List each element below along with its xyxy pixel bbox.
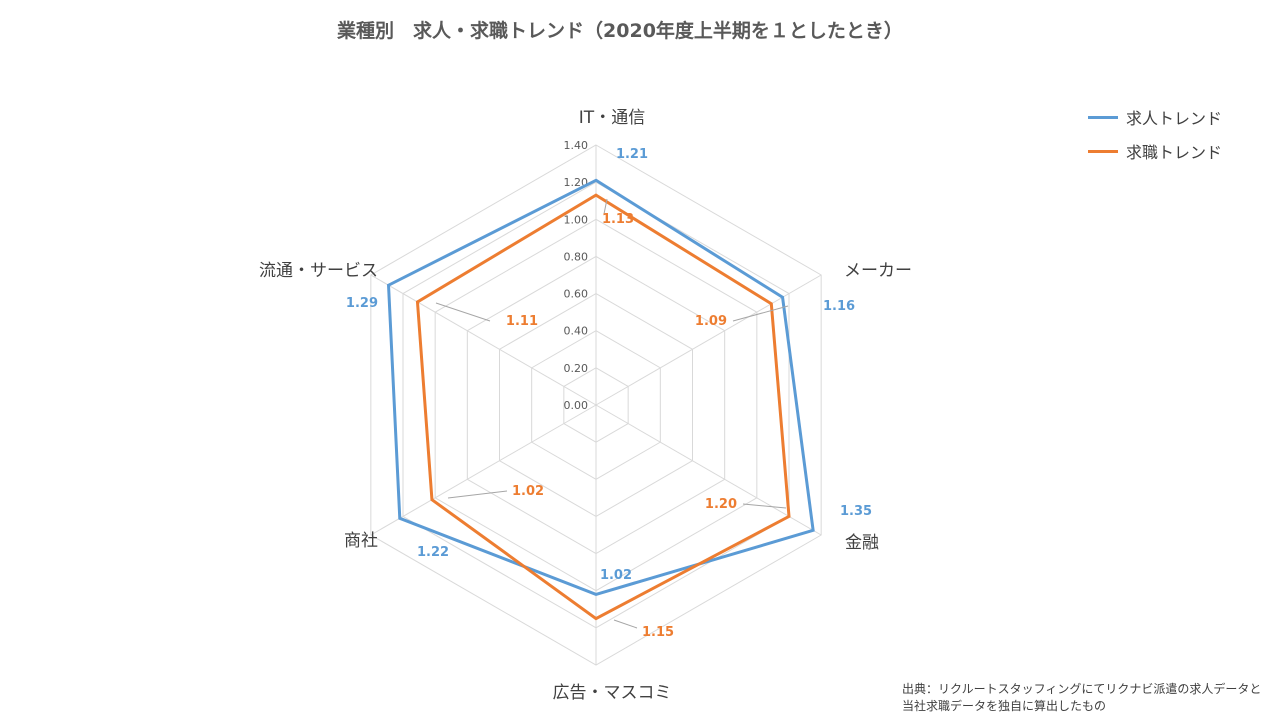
- grid-spoke: [595, 404, 822, 536]
- radial-tick-label: 0.00: [564, 399, 589, 412]
- source-note: 出典：リクルートスタッフィングにてリクナビ派遣の求人データと 当社求職データを独…: [902, 681, 1261, 715]
- chart-title: 業種別 求人・求職トレンド（2020年度上半期を１としたとき）: [337, 20, 903, 42]
- data-label-leader: [447, 490, 508, 499]
- series-lines: [386, 178, 815, 621]
- source-line-1: 出典：リクルートスタッフィングにてリクナビ派遣の求人データと: [902, 682, 1262, 696]
- legend-item-jobseeker[interactable]: 求職トレンド: [1088, 134, 1222, 168]
- radial-tick-label: 0.60: [564, 288, 589, 301]
- category-label: 広告・マスコミ: [553, 683, 672, 703]
- category-label: 商社: [344, 531, 378, 551]
- data-label-leader: [435, 302, 491, 322]
- legend-item-recruit[interactable]: 求人トレンド: [1088, 100, 1222, 134]
- legend-label-recruit: 求人トレンド: [1126, 109, 1223, 128]
- data-label-leader: [742, 503, 787, 509]
- series-recruit-line: [386, 178, 815, 597]
- series-jobseeker-line: [415, 193, 791, 621]
- data-label-jobseeker: 1.15: [642, 625, 674, 640]
- data-label-leader: [603, 198, 608, 215]
- legend: 求人トレンド 求職トレンド: [1088, 100, 1222, 168]
- source-line-2: 当社求職データを独自に算出したもの: [902, 699, 1107, 713]
- data-label-jobseeker: 1.02: [512, 484, 544, 499]
- data-label-recruit: 1.21: [616, 147, 648, 162]
- radar-grid: [370, 144, 822, 666]
- data-label-jobseeker: 1.20: [705, 497, 737, 512]
- radial-tick-label: 1.40: [564, 139, 589, 152]
- legend-swatch-recruit: [1088, 115, 1118, 119]
- radial-tick-labels: 0.000.200.400.600.801.001.201.40: [564, 139, 589, 412]
- legend-swatch-jobseeker: [1088, 149, 1118, 153]
- data-label-leader: [613, 619, 638, 629]
- radial-tick-label: 0.40: [564, 325, 589, 338]
- data-label-recruit: 1.35: [840, 504, 872, 519]
- data-label-leader: [732, 305, 789, 322]
- category-label: 金融: [845, 533, 879, 553]
- data-label-recruit: 1.22: [417, 545, 449, 560]
- legend-label-jobseeker: 求職トレンド: [1126, 143, 1223, 162]
- category-label: IT・通信: [579, 108, 645, 128]
- radial-tick-label: 0.20: [564, 362, 589, 375]
- category-label: 流通・サービス: [259, 261, 378, 281]
- radial-tick-label: 1.00: [564, 213, 589, 226]
- data-label-recruit: 1.02: [600, 568, 632, 583]
- data-label-jobseeker: 1.11: [506, 314, 538, 329]
- data-labels: 1.21 1.16 1.35 1.02 1.22 1.29 1.13 1.09 1.20 1.15…: [346, 147, 872, 640]
- data-label-recruit: 1.29: [346, 296, 378, 311]
- data-label-recruit: 1.16: [823, 299, 855, 314]
- data-label-jobseeker: 1.13: [602, 212, 634, 227]
- radial-tick-label: 0.80: [564, 250, 589, 263]
- grid-spoke: [370, 274, 597, 406]
- category-label: メーカー: [844, 261, 912, 281]
- grid-spoke: [370, 404, 597, 536]
- data-label-jobseeker: 1.09: [695, 314, 727, 329]
